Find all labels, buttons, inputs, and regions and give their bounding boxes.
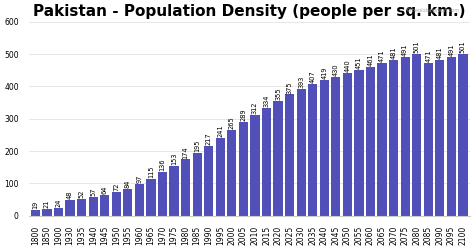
- Bar: [181, 159, 190, 216]
- Text: 48: 48: [67, 191, 73, 199]
- Text: 153: 153: [171, 153, 177, 165]
- Bar: [424, 63, 433, 216]
- Text: 84: 84: [125, 179, 131, 187]
- Text: 97: 97: [137, 175, 142, 184]
- Text: 375: 375: [287, 81, 292, 94]
- Text: 19: 19: [32, 200, 38, 209]
- Bar: [123, 188, 133, 216]
- Text: 481: 481: [391, 47, 397, 59]
- Bar: [192, 153, 202, 216]
- Text: 334: 334: [264, 94, 270, 107]
- Bar: [239, 122, 248, 216]
- Bar: [42, 209, 52, 216]
- Text: 440: 440: [345, 60, 350, 72]
- Bar: [297, 89, 306, 216]
- Text: 174: 174: [182, 146, 189, 159]
- Bar: [354, 70, 364, 216]
- Text: 461: 461: [367, 53, 374, 66]
- Bar: [65, 200, 75, 216]
- Bar: [250, 115, 260, 216]
- Text: 451: 451: [356, 56, 362, 69]
- Text: 419: 419: [321, 67, 327, 79]
- Text: 355: 355: [275, 87, 281, 100]
- Text: 64: 64: [102, 186, 108, 194]
- Bar: [89, 197, 98, 216]
- Text: 471: 471: [425, 50, 431, 62]
- Bar: [285, 94, 294, 216]
- Bar: [401, 57, 410, 216]
- Bar: [135, 184, 144, 216]
- Text: 393: 393: [298, 75, 304, 88]
- Text: 471: 471: [379, 50, 385, 62]
- Bar: [319, 80, 329, 216]
- Bar: [100, 195, 109, 216]
- Text: 289: 289: [240, 109, 246, 121]
- Text: 21: 21: [44, 200, 50, 208]
- Text: 501: 501: [460, 40, 466, 53]
- Text: 195: 195: [194, 139, 200, 152]
- Text: 72: 72: [113, 183, 119, 191]
- Bar: [447, 57, 456, 216]
- Bar: [227, 130, 237, 216]
- Bar: [216, 138, 225, 216]
- Text: 491: 491: [448, 44, 455, 56]
- Text: 57: 57: [90, 188, 96, 196]
- Text: ©theglobalgraph.com: ©theglobalgraph.com: [406, 7, 460, 13]
- Text: 217: 217: [206, 132, 212, 145]
- Bar: [204, 146, 213, 216]
- Bar: [458, 54, 467, 216]
- Text: 24: 24: [55, 198, 62, 207]
- Bar: [366, 67, 375, 216]
- Text: 491: 491: [402, 44, 408, 56]
- Bar: [158, 172, 167, 216]
- Bar: [170, 166, 179, 216]
- Text: 115: 115: [148, 165, 154, 178]
- Bar: [54, 208, 63, 216]
- Bar: [112, 192, 121, 216]
- Bar: [377, 63, 387, 216]
- Text: 241: 241: [217, 124, 223, 137]
- Text: 430: 430: [333, 63, 339, 76]
- Bar: [435, 60, 445, 216]
- Text: 52: 52: [79, 189, 85, 198]
- Text: 481: 481: [437, 47, 443, 59]
- Text: 136: 136: [160, 158, 165, 171]
- Bar: [77, 199, 86, 216]
- Text: 407: 407: [310, 70, 316, 83]
- Text: 312: 312: [252, 101, 258, 114]
- Bar: [31, 210, 40, 216]
- Bar: [389, 60, 398, 216]
- Bar: [273, 101, 283, 216]
- Bar: [308, 84, 317, 216]
- Bar: [262, 108, 271, 216]
- Bar: [343, 73, 352, 216]
- Bar: [331, 77, 340, 216]
- Text: 501: 501: [414, 40, 419, 53]
- Bar: [412, 54, 421, 216]
- Title: Pakistan - Population Density (people per sq. km.): Pakistan - Population Density (people pe…: [33, 4, 465, 19]
- Text: 265: 265: [229, 116, 235, 129]
- Bar: [146, 179, 155, 216]
